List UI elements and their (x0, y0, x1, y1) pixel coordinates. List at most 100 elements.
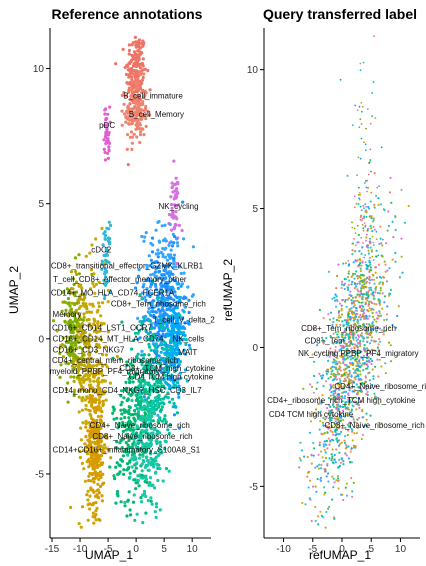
data-point (80, 322, 84, 326)
data-point (310, 519, 313, 523)
data-point (366, 365, 370, 368)
data-point (145, 293, 149, 297)
data-point (142, 133, 146, 137)
data-point (365, 393, 368, 396)
data-point (388, 191, 391, 194)
data-point (154, 228, 158, 232)
data-point (145, 263, 149, 268)
data-point (151, 431, 155, 435)
data-point (371, 255, 374, 258)
data-point (79, 438, 83, 442)
data-point (166, 356, 170, 361)
data-point (151, 419, 155, 423)
data-point (154, 505, 159, 509)
y-tick-label: 10 (33, 64, 45, 75)
data-point (135, 406, 139, 411)
data-point (148, 415, 152, 419)
data-point (129, 94, 133, 98)
data-point (85, 450, 89, 454)
data-point (361, 110, 363, 113)
data-point (379, 281, 382, 284)
data-point (352, 302, 355, 305)
data-point (100, 482, 105, 486)
data-point (371, 235, 374, 238)
data-point (179, 284, 183, 288)
cluster-annotation: myeloid_PPBP_PF4_migratory (50, 367, 160, 376)
data-point (174, 405, 178, 409)
data-point (356, 362, 359, 365)
data-point (369, 148, 372, 151)
data-point (134, 466, 138, 470)
data-point (304, 503, 307, 506)
data-point (182, 237, 186, 241)
data-point (345, 454, 348, 457)
data-point (94, 237, 98, 241)
data-point (342, 463, 345, 466)
data-point (153, 486, 157, 490)
data-point (93, 291, 97, 295)
data-point (362, 204, 365, 207)
data-point (161, 332, 165, 337)
data-point (384, 362, 387, 365)
data-point (321, 421, 324, 424)
data-point (329, 347, 332, 350)
data-point (342, 418, 345, 422)
data-point (108, 381, 112, 385)
data-point (172, 298, 176, 302)
data-point (356, 368, 360, 371)
data-point (362, 369, 365, 372)
data-point (322, 342, 325, 345)
data-point (352, 335, 355, 338)
data-point (104, 253, 108, 258)
data-point (147, 403, 151, 407)
data-point (98, 484, 103, 489)
data-point (385, 313, 389, 316)
data-point (368, 162, 371, 165)
data-point (127, 490, 131, 494)
data-point (144, 231, 148, 235)
data-point (332, 414, 335, 417)
data-point (331, 365, 334, 368)
data-point (84, 419, 88, 423)
data-point (349, 461, 352, 464)
data-point (126, 122, 131, 126)
data-point (145, 287, 149, 291)
data-point (170, 376, 174, 380)
data-point (351, 221, 353, 224)
data-point (343, 441, 347, 444)
left-panel: Reference annotations -15 -10 -5 0 5 10-50510… (7, 6, 216, 562)
data-point (77, 357, 81, 361)
data-point (336, 333, 339, 336)
data-point (89, 365, 93, 369)
data-point (324, 470, 327, 473)
data-point (365, 331, 368, 334)
data-point (132, 416, 136, 420)
data-point (75, 301, 79, 305)
data-point (360, 214, 363, 217)
data-point (161, 284, 165, 288)
data-point (143, 235, 147, 239)
data-point (353, 206, 356, 209)
data-point (356, 282, 359, 285)
data-point (323, 340, 326, 343)
data-point (364, 182, 366, 184)
data-point (397, 305, 400, 308)
data-point (359, 377, 362, 381)
data-point (352, 305, 355, 309)
data-point (128, 60, 132, 64)
data-point (323, 418, 327, 421)
data-point (325, 439, 328, 442)
data-point (97, 427, 101, 431)
data-point (147, 319, 151, 323)
data-point (169, 318, 173, 323)
data-point (83, 442, 87, 446)
data-point (78, 295, 82, 299)
data-point (72, 375, 76, 379)
data-point (388, 292, 392, 296)
data-point (126, 106, 131, 111)
data-point (315, 387, 318, 390)
data-point (164, 374, 168, 378)
data-point (182, 271, 186, 275)
data-point (345, 319, 348, 322)
data-point (321, 374, 325, 377)
